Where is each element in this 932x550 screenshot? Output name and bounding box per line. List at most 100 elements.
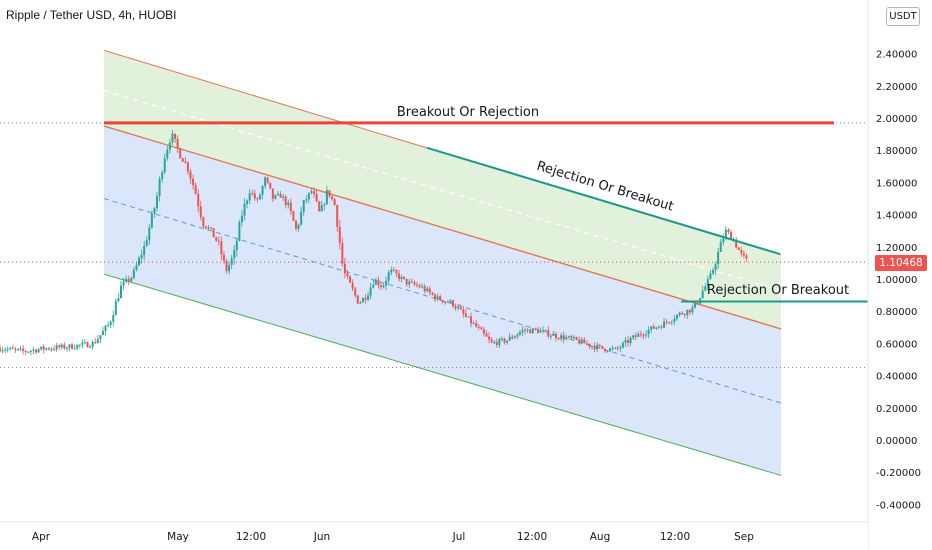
candle-body <box>315 193 318 202</box>
candle <box>17 348 20 352</box>
candle-body <box>508 336 511 341</box>
candle <box>313 187 316 198</box>
candle-body <box>323 204 326 206</box>
candle <box>418 283 421 289</box>
candle-body <box>570 336 573 339</box>
candle <box>220 236 223 261</box>
candle-body <box>735 239 738 248</box>
candle <box>480 326 483 330</box>
candle-body <box>176 139 179 149</box>
candle-body <box>114 301 117 316</box>
candle <box>467 316 470 318</box>
candle-body <box>143 246 146 256</box>
candle <box>403 276 406 280</box>
candle <box>192 174 195 190</box>
candle <box>76 344 79 351</box>
candle-body <box>47 348 50 350</box>
candle-body <box>536 329 539 333</box>
candle <box>601 345 604 350</box>
candle-body <box>583 339 586 344</box>
candle-body <box>65 347 68 349</box>
candle-body <box>168 142 171 150</box>
candle <box>637 331 640 337</box>
candle-body <box>454 306 457 309</box>
candle <box>122 277 125 291</box>
candle <box>526 328 529 334</box>
candle <box>22 345 25 355</box>
candle-body <box>601 345 604 349</box>
candle <box>423 283 426 294</box>
candle-body <box>42 346 45 350</box>
candle-body <box>279 193 282 198</box>
candle-body <box>225 260 228 272</box>
candle <box>117 293 120 302</box>
candle <box>101 326 104 336</box>
candle <box>212 227 215 238</box>
candle <box>547 326 550 339</box>
candle <box>6 346 9 353</box>
candle-body <box>179 148 182 159</box>
candle-body <box>258 194 261 200</box>
candle-body <box>562 335 565 340</box>
candle <box>261 184 264 200</box>
candle-body <box>163 158 166 173</box>
candle-body <box>529 329 532 334</box>
candle <box>130 276 133 284</box>
candle-body <box>150 213 153 228</box>
candle-body <box>148 227 151 241</box>
candle-body <box>431 292 434 295</box>
candle-body <box>99 335 102 340</box>
candle <box>320 200 323 212</box>
candle-body <box>500 338 503 340</box>
candle <box>199 200 202 221</box>
candle-body <box>446 301 449 303</box>
candle-body <box>717 251 720 265</box>
candle <box>485 330 488 337</box>
candle <box>596 342 599 353</box>
candle-body <box>470 316 473 324</box>
candle <box>678 311 681 317</box>
candle <box>657 325 660 329</box>
candle-body <box>174 133 177 140</box>
candle-body <box>403 276 406 279</box>
candle <box>745 253 748 263</box>
candle-body <box>526 329 529 331</box>
candle <box>629 335 632 346</box>
candle <box>274 194 277 200</box>
candle-body <box>693 303 696 308</box>
currency-badge[interactable]: USDT <box>886 7 920 26</box>
candle <box>408 278 411 288</box>
candle <box>68 344 71 352</box>
candle-body <box>68 344 71 348</box>
candle-body <box>32 349 35 351</box>
candle <box>704 283 707 292</box>
candle-body <box>539 330 542 333</box>
candle-body <box>89 346 92 348</box>
candle <box>374 277 377 285</box>
candle-body <box>336 205 339 227</box>
candle <box>42 343 45 354</box>
candle-body <box>655 327 658 329</box>
candle-body <box>614 347 617 349</box>
candle <box>145 236 148 247</box>
candle-body <box>552 333 555 336</box>
candle-body <box>475 323 478 327</box>
candle <box>251 190 254 196</box>
y-tick-label: 1.00000 <box>876 275 917 286</box>
candle <box>431 291 434 296</box>
candle <box>364 293 367 304</box>
candle <box>179 147 182 159</box>
candle-body <box>657 326 660 328</box>
candle <box>148 224 151 246</box>
candle <box>336 204 339 232</box>
candle <box>356 295 359 304</box>
candle-body <box>220 241 223 255</box>
candle <box>583 337 586 344</box>
candle-body <box>711 270 714 274</box>
candle <box>287 199 290 209</box>
candle <box>513 335 516 339</box>
candle-body <box>302 200 305 212</box>
candle <box>11 345 14 349</box>
candle <box>243 198 246 221</box>
